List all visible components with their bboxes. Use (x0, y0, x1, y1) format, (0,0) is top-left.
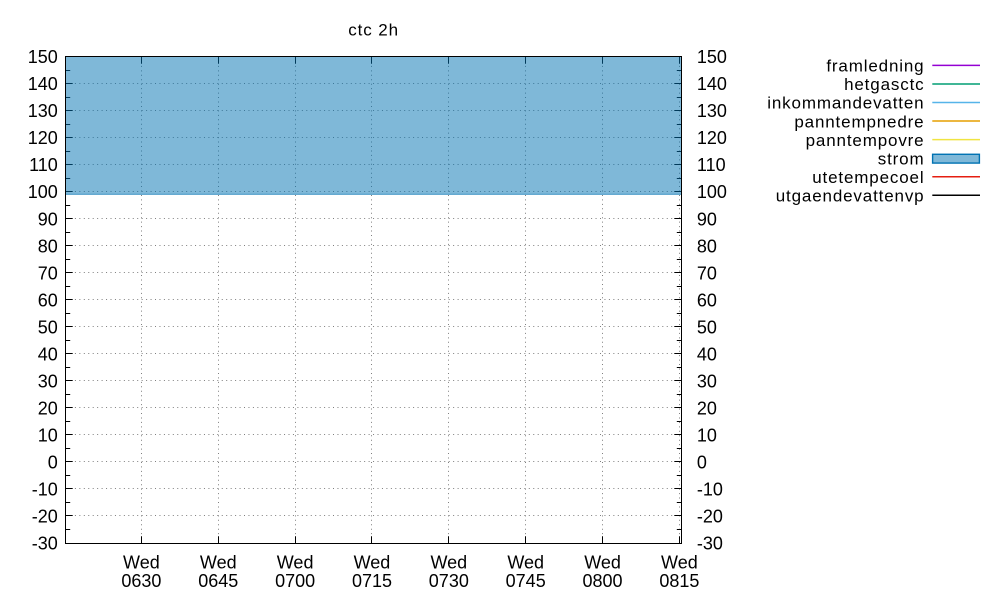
svg-text:140: 140 (697, 74, 727, 94)
svg-text:150: 150 (28, 47, 58, 67)
svg-text:80: 80 (38, 236, 58, 256)
svg-text:100: 100 (28, 182, 58, 202)
svg-text:20: 20 (38, 398, 58, 418)
svg-text:-10: -10 (697, 480, 723, 500)
svg-text:100: 100 (697, 182, 727, 202)
svg-text:-20: -20 (697, 507, 723, 527)
svg-text:0815: 0815 (659, 571, 699, 591)
svg-text:-30: -30 (32, 534, 58, 554)
svg-text:0745: 0745 (506, 571, 546, 591)
svg-text:130: 130 (28, 101, 58, 121)
svg-text:ctc 2h: ctc 2h (348, 21, 399, 40)
svg-text:120: 120 (697, 128, 727, 148)
svg-text:70: 70 (38, 263, 58, 283)
svg-text:50: 50 (38, 317, 58, 337)
svg-text:0: 0 (697, 453, 707, 473)
svg-text:140: 140 (28, 74, 58, 94)
svg-text:0645: 0645 (198, 571, 238, 591)
svg-text:Wed: Wed (430, 552, 467, 572)
svg-text:0630: 0630 (121, 571, 161, 591)
svg-text:panntempovre: panntempovre (806, 131, 925, 150)
svg-text:utetempecoel: utetempecoel (812, 168, 924, 187)
svg-text:90: 90 (38, 209, 58, 229)
svg-text:Wed: Wed (200, 552, 237, 572)
svg-text:0730: 0730 (429, 571, 469, 591)
svg-text:-20: -20 (32, 507, 58, 527)
svg-text:inkommandevatten: inkommandevatten (767, 94, 924, 113)
svg-text:0715: 0715 (352, 571, 392, 591)
svg-text:10: 10 (38, 425, 58, 445)
svg-text:0800: 0800 (583, 571, 623, 591)
svg-text:80: 80 (697, 236, 717, 256)
svg-text:Wed: Wed (277, 552, 314, 572)
svg-text:20: 20 (697, 398, 717, 418)
svg-text:framledning: framledning (826, 57, 924, 76)
svg-text:-10: -10 (32, 480, 58, 500)
svg-text:0700: 0700 (275, 571, 315, 591)
svg-text:hetgasctc: hetgasctc (844, 75, 924, 94)
svg-text:40: 40 (38, 344, 58, 364)
svg-text:strom: strom (878, 149, 925, 168)
svg-text:60: 60 (38, 290, 58, 310)
svg-text:-30: -30 (697, 534, 723, 554)
svg-text:30: 30 (38, 371, 58, 391)
svg-text:Wed: Wed (661, 552, 698, 572)
svg-text:Wed: Wed (584, 552, 621, 572)
svg-text:30: 30 (697, 371, 717, 391)
svg-text:90: 90 (697, 209, 717, 229)
svg-text:0: 0 (48, 453, 58, 473)
svg-text:110: 110 (29, 155, 58, 175)
svg-text:utgaendevattenvp: utgaendevattenvp (776, 186, 925, 205)
svg-text:150: 150 (697, 47, 727, 67)
svg-text:Wed: Wed (123, 552, 160, 572)
svg-text:10: 10 (697, 425, 717, 445)
svg-text:70: 70 (697, 263, 717, 283)
svg-text:panntempnedre: panntempnedre (794, 112, 924, 131)
svg-text:40: 40 (697, 344, 717, 364)
svg-text:110: 110 (697, 155, 726, 175)
svg-text:Wed: Wed (354, 552, 391, 572)
svg-text:130: 130 (697, 101, 727, 121)
svg-text:60: 60 (697, 290, 717, 310)
svg-text:50: 50 (697, 317, 717, 337)
svg-text:120: 120 (28, 128, 58, 148)
svg-text:Wed: Wed (507, 552, 544, 572)
